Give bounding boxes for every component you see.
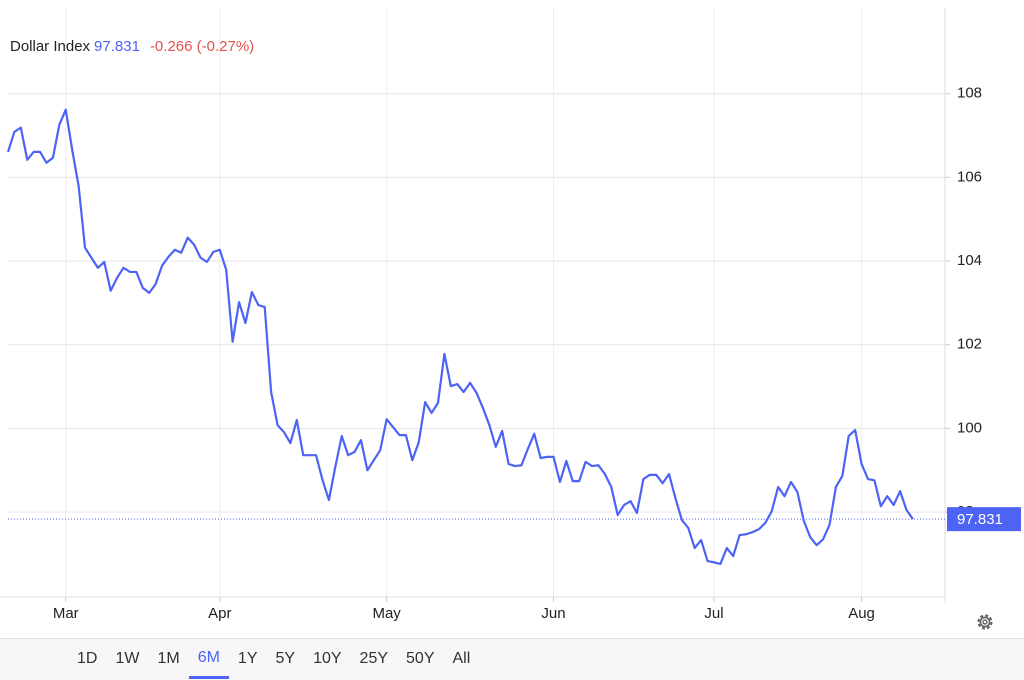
range-button[interactable]: 10Y xyxy=(304,639,350,679)
price-line xyxy=(6,108,914,566)
x-tick-label: Aug xyxy=(848,605,875,622)
chart: MarAprMayJunJulAug9810010210410610897.83… xyxy=(0,8,1021,630)
range-bar: 1D 1W 1M 6M 1Y 5Y 10Y 25Y 50Y All xyxy=(0,638,1024,680)
x-tick-label: Jun xyxy=(541,605,565,622)
x-tick-label: Jul xyxy=(704,605,723,622)
range-button[interactable]: 1W xyxy=(106,639,148,679)
range-button[interactable]: 6M xyxy=(188,639,229,679)
x-tick-label: May xyxy=(372,605,401,622)
range-button[interactable]: 1D xyxy=(68,639,106,679)
range-button[interactable]: 1Y xyxy=(229,639,267,679)
y-tick-label: 106 xyxy=(957,168,982,185)
range-button[interactable]: 50Y xyxy=(397,639,443,679)
y-tick-label: 104 xyxy=(957,252,982,269)
chart-title: Dollar Index xyxy=(10,38,91,55)
settings-icon[interactable] xyxy=(977,614,993,630)
range-button[interactable]: All xyxy=(443,639,479,679)
x-tick-label: Apr xyxy=(208,605,231,622)
last-price-tag xyxy=(947,507,1021,532)
price-change: -0.266 (-0.27%) xyxy=(150,38,254,55)
y-tick-label: 108 xyxy=(957,85,982,102)
range-button[interactable]: 25Y xyxy=(351,639,397,679)
y-tick-label: 100 xyxy=(957,419,982,436)
price: 97.831 xyxy=(94,38,140,55)
plot: MarAprMayJunJulAug9810010210410610897.83… xyxy=(0,8,1021,622)
y-tick-label: 102 xyxy=(957,336,982,353)
x-tick-label: Mar xyxy=(53,605,79,622)
range-button[interactable]: 1M xyxy=(148,639,188,679)
range-button[interactable]: 5Y xyxy=(267,639,305,679)
last-price-label: 97.831 xyxy=(957,511,1003,528)
